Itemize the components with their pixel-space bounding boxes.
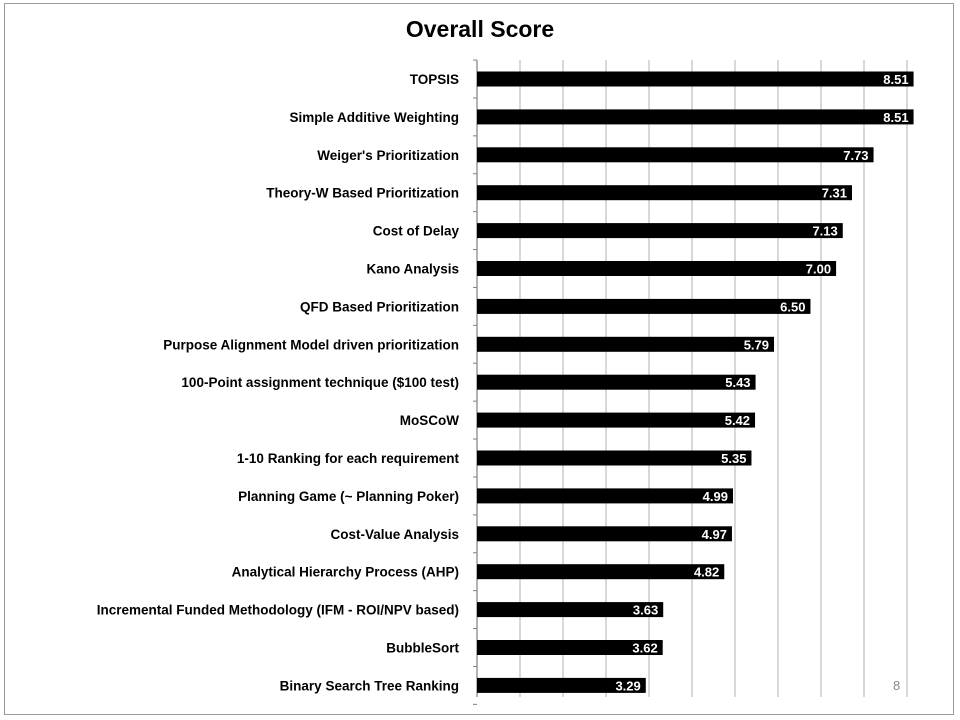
bar-value-label: 4.82 (694, 565, 719, 580)
category-label: Simple Additive Weighting (289, 110, 459, 125)
category-label: Planning Game (~ Planning Poker) (238, 489, 459, 504)
bar (477, 602, 664, 618)
category-label: Incremental Funded Methodology (IFM - RO… (97, 603, 459, 618)
bar-value-label: 8.51 (883, 72, 908, 87)
category-label: Binary Search Tree Ranking (280, 678, 459, 693)
bar (477, 298, 811, 314)
bar-value-label: 3.63 (633, 603, 658, 618)
bar-value-label: 7.00 (806, 262, 831, 277)
category-label: Kano Analysis (366, 262, 459, 277)
bar-value-label: 5.43 (725, 375, 750, 390)
bar (477, 488, 733, 504)
bar-value-label: 3.62 (632, 641, 657, 656)
bar (477, 336, 775, 352)
bar-value-label: 7.73 (843, 148, 868, 163)
bar-value-label: 7.31 (822, 186, 847, 201)
bar (477, 185, 853, 201)
category-label: Cost-Value Analysis (330, 527, 459, 542)
bar-value-label: 4.97 (702, 527, 727, 542)
category-label: Cost of Delay (373, 224, 460, 239)
bar-value-label: 4.99 (703, 489, 728, 504)
bar (477, 147, 874, 163)
category-label: Analytical Hierarchy Process (AHP) (232, 565, 459, 580)
category-label: 1-10 Ranking for each requirement (237, 451, 460, 466)
bar (477, 677, 646, 693)
bar (477, 526, 732, 542)
category-label: QFD Based Prioritization (300, 299, 459, 314)
category-label: Weiger's Prioritization (317, 148, 459, 163)
bar-value-label: 7.13 (812, 224, 837, 239)
chart-bars: TOPSIS 8.51 Simple Additive Weighting 8.51 W… (97, 71, 914, 693)
page-number: 8 (893, 678, 901, 693)
bar (477, 412, 756, 428)
bar-value-label: 5.35 (721, 451, 746, 466)
category-label: TOPSIS (410, 72, 459, 87)
category-label: Theory-W Based Prioritization (266, 186, 459, 201)
bar (477, 640, 663, 655)
chart-gridlines (473, 59, 908, 705)
bar (477, 261, 837, 276)
bar-value-label: 6.50 (780, 299, 805, 314)
category-label: BubbleSort (386, 641, 459, 656)
slide-frame (4, 3, 954, 715)
category-label: Purpose Alignment Model driven prioritiz… (163, 337, 459, 352)
bar-value-label: 3.29 (615, 678, 640, 693)
category-label: 100-Point assignment technique ($100 tes… (181, 375, 459, 390)
bar-value-label: 5.42 (725, 413, 750, 428)
bar (477, 450, 752, 466)
bar (477, 223, 843, 239)
bar-value-label: 8.51 (883, 110, 908, 125)
chart-title: Overall Score (406, 16, 554, 42)
bar (477, 564, 725, 580)
bar (477, 71, 914, 87)
bar (477, 109, 914, 125)
category-label: MoSCoW (400, 413, 459, 428)
bar-value-label: 5.79 (744, 337, 769, 352)
bar (477, 374, 756, 390)
